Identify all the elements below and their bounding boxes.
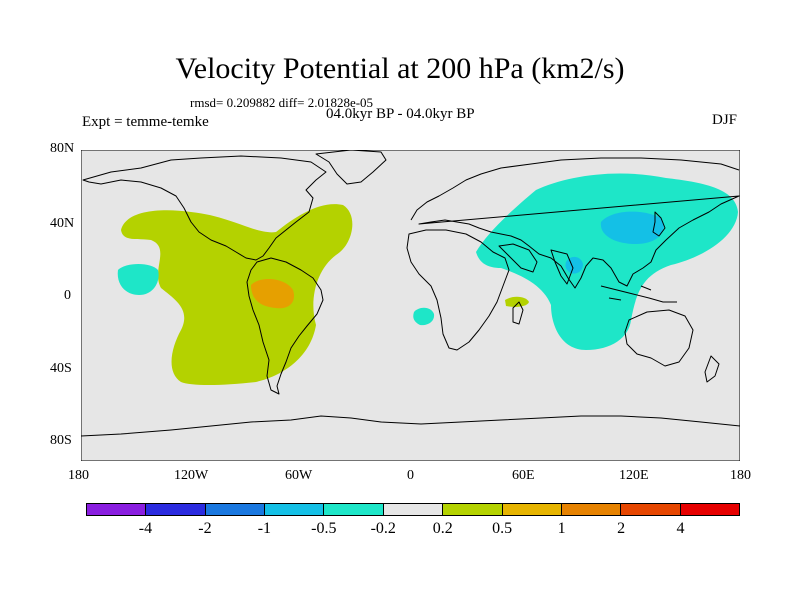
colorbar-label: 0.5 — [492, 520, 513, 537]
lon-label-60w: 60W — [285, 468, 313, 483]
coastline-maritime-continent — [600, 285, 677, 303]
contour-orange-southamerica — [251, 278, 295, 309]
colorbar-label: 2 — [617, 520, 626, 537]
lat-label-40s: 40S — [50, 361, 72, 376]
colorbar-swatch — [205, 504, 266, 515]
coastline-japan — [652, 211, 666, 237]
coastline-antarctica — [81, 415, 740, 437]
experiment-label: Expt = temme-temke — [82, 114, 209, 130]
coastline-south-america — [246, 257, 324, 395]
lat-label-80s: 80S — [50, 433, 72, 448]
contour-green-indian — [505, 296, 529, 307]
colorbar-label: 4 — [676, 520, 685, 537]
lon-label-180e: 180 — [730, 468, 751, 483]
lat-label-80n: 80N — [50, 141, 75, 156]
coastline-new-zealand — [704, 355, 720, 383]
contour-cyan-asia — [476, 173, 738, 350]
lat-label-eq: 0 — [64, 288, 71, 303]
coastline-north-america — [82, 155, 327, 261]
colorbar-label: -1 — [257, 520, 272, 537]
colorbar-swatch — [265, 504, 325, 515]
colorbar-swatch — [561, 504, 622, 515]
colorbar-swatch — [443, 504, 503, 515]
lon-label-120w: 120W — [174, 468, 209, 483]
coastline-europe-asia — [410, 157, 740, 289]
colorbar-swatch — [621, 504, 681, 515]
coastline-madagascar — [512, 301, 524, 325]
coastline-australia — [624, 309, 694, 367]
colorbar-swatch — [87, 504, 147, 515]
lon-label-0: 0 — [407, 468, 414, 483]
map-panel — [81, 150, 740, 461]
colorbar-label: -0.2 — [370, 520, 396, 537]
colorbar-label: -2 — [198, 520, 212, 537]
colorbar-swatch — [383, 504, 444, 515]
colorbar — [86, 503, 740, 516]
coastline-greenland — [315, 150, 387, 185]
colorbar-swatch — [680, 504, 739, 515]
colorbar-label: -0.5 — [311, 520, 337, 537]
contour-cyan-pacific — [117, 264, 159, 295]
season-label: DJF — [712, 112, 738, 128]
coastline-arabia-india — [498, 243, 574, 285]
period-text: 04.0kyr BP - 04.0kyr BP — [326, 106, 475, 122]
coastline-africa — [406, 229, 510, 351]
lat-label-40n: 40N — [50, 216, 75, 231]
lon-label-60e: 60E — [512, 468, 535, 483]
colorbar-swatch — [146, 504, 206, 515]
lon-label-120e: 120E — [619, 468, 649, 483]
lon-label-180w: 180 — [68, 468, 89, 483]
colorbar-label: 0.2 — [432, 520, 453, 537]
contour-negative-eastasia — [600, 211, 664, 244]
contour-cyan-atlantic — [413, 307, 435, 326]
stats-text: rmsd= 0.209882 diff= 2.01828e-05 — [190, 95, 374, 110]
colorbar-swatch — [502, 504, 562, 515]
colorbar-label: 1 — [557, 520, 566, 537]
colorbar-swatch — [324, 504, 384, 515]
colorbar-label: -4 — [138, 520, 153, 537]
page-title: Velocity Potential at 200 hPa (km2/s) — [175, 52, 625, 85]
contour-positive-americas — [121, 204, 353, 385]
